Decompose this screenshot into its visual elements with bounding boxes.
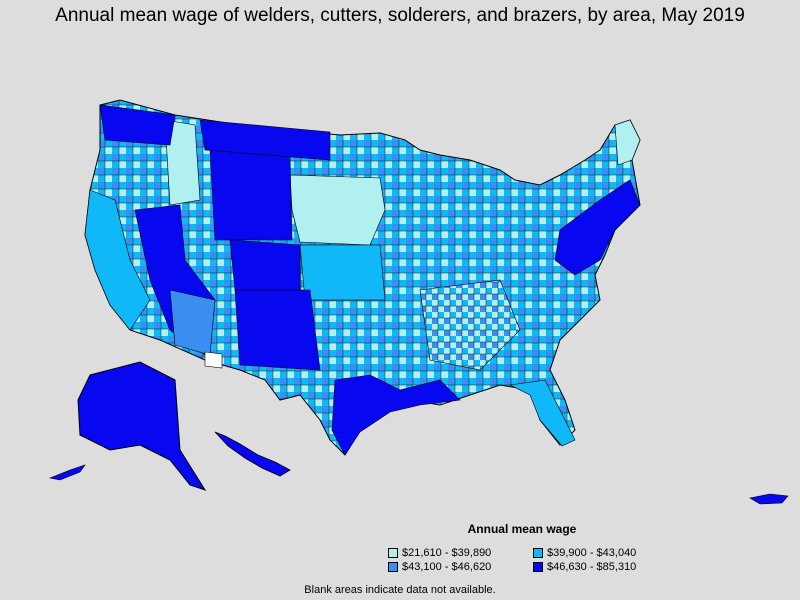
legend-item-1: $21,610 - $39,890 [388, 547, 491, 559]
region-gulf-dark [331, 374, 461, 456]
legend-item-4: $46,630 - $85,310 [533, 561, 636, 573]
legend-label: $21,610 - $39,890 [402, 547, 492, 559]
hawaii [214, 431, 291, 477]
legend-swatch [533, 562, 543, 572]
region-newmexico-dark [234, 289, 321, 371]
legend-label: $39,900 - $43,040 [547, 547, 637, 559]
footnote: Blank areas indicate data not available. [304, 584, 496, 596]
alaska-aleutians [48, 464, 86, 481]
region-arizona [169, 289, 216, 356]
region-plains-light [289, 174, 386, 246]
legend-swatch [533, 548, 543, 558]
region-montana-dark [199, 119, 331, 161]
region-northeast-dark [554, 179, 641, 276]
legend-swatch [388, 548, 398, 558]
puerto-rico [749, 493, 789, 505]
region-south-light [419, 279, 521, 371]
region-no-data [204, 351, 223, 369]
region-kansas [299, 244, 386, 301]
region-colorado-dark [229, 239, 301, 291]
legend-label: $46,630 - $85,310 [547, 561, 637, 573]
region-florida [509, 379, 576, 447]
region-wyoming-dark [209, 149, 293, 241]
map-title: Annual mean wage of welders, cutters, so… [55, 5, 745, 26]
region-idaho-light [164, 119, 201, 206]
region-washington-dark [99, 104, 176, 146]
legend-label: $43,100 - $46,620 [402, 561, 492, 573]
region-maine [614, 119, 641, 166]
legend-title: Annual mean wage [467, 522, 577, 536]
region-california [84, 189, 151, 331]
legend-swatch [388, 562, 398, 572]
alaska [77, 361, 207, 491]
legend-item-3: $39,900 - $43,040 [533, 547, 636, 559]
legend-item-2: $43,100 - $46,620 [388, 561, 491, 573]
